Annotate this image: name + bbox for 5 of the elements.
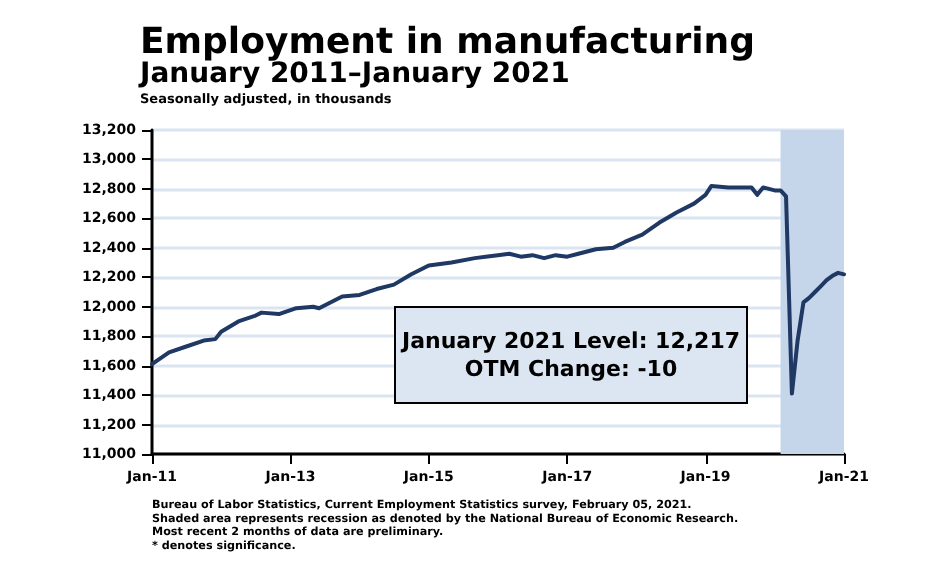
chart-subtitle: January 2011–January 2021: [138, 58, 570, 90]
annotation: January 2021 Level: 12,217: [401, 327, 741, 355]
annotation: OTM Change: -10: [464, 355, 678, 383]
line-series: [150, 183, 846, 396]
chart-title: Employment in manufacturing: [140, 21, 755, 63]
